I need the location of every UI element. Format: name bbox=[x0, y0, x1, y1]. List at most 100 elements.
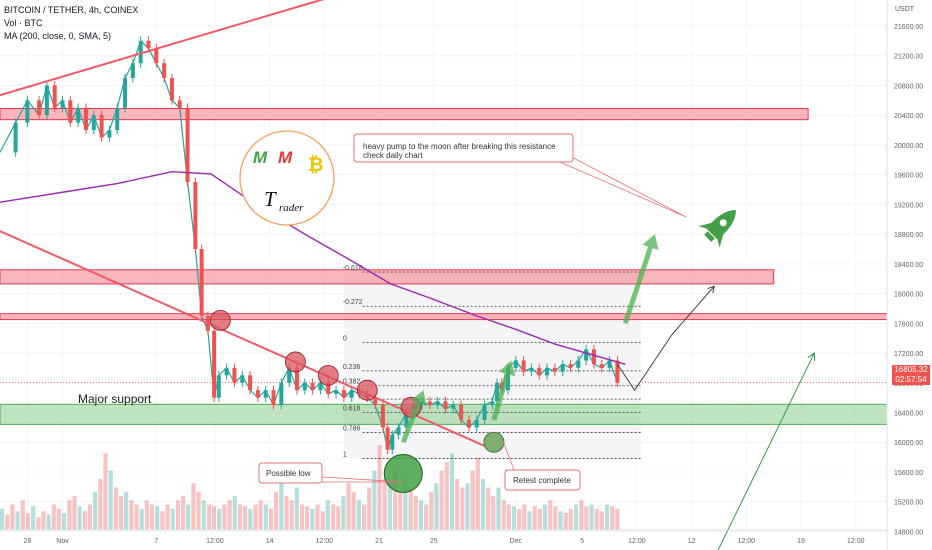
candle-body bbox=[123, 78, 128, 108]
price-tick-label: 14800.00 bbox=[894, 529, 923, 536]
volume-bar bbox=[579, 500, 584, 530]
volume-bar bbox=[77, 506, 82, 530]
projection-arrow-line[interactable] bbox=[671, 285, 715, 335]
green-arrow-shaft[interactable] bbox=[622, 246, 653, 325]
volume-bar bbox=[155, 506, 160, 530]
projection-arrows[interactable] bbox=[400, 234, 816, 550]
resistance-note-text-2: check daily chart bbox=[363, 151, 423, 160]
resistance-zone[interactable] bbox=[0, 108, 809, 121]
candle-body bbox=[91, 115, 96, 131]
green-arrow-shaft[interactable] bbox=[400, 402, 421, 444]
time-axis[interactable]: 28 Nov 7 12:00 14 12:00 21 25 Dec 5 12:00 12 12:00 19… bbox=[23, 538, 864, 545]
time-tick-label: 5 bbox=[580, 538, 584, 545]
volume-bar bbox=[289, 500, 294, 530]
long-green-arrow-head[interactable] bbox=[807, 352, 816, 362]
fibonacci-levels[interactable]: -0.618 -0.272 0 0.236 0.382 0.5 0.618 0.786 1 bbox=[343, 265, 641, 459]
trendline[interactable] bbox=[0, 0, 328, 97]
green-arrow-shaft[interactable] bbox=[491, 373, 510, 421]
possible-low-marker[interactable] bbox=[383, 453, 423, 493]
candle-body bbox=[318, 382, 323, 391]
volume-bar bbox=[361, 504, 367, 530]
fibonacci-shade bbox=[343, 272, 641, 459]
volume-bar bbox=[305, 506, 310, 530]
candle-body bbox=[146, 40, 151, 49]
green-arrow-head[interactable] bbox=[410, 390, 427, 407]
candle-body bbox=[130, 63, 135, 79]
volume-bar bbox=[124, 491, 129, 530]
candle-body bbox=[44, 85, 49, 116]
touch-marker[interactable] bbox=[317, 364, 339, 386]
resistance-zone[interactable] bbox=[0, 313, 888, 321]
volume-bar bbox=[294, 487, 299, 530]
price-tick-label: 18800.00 bbox=[894, 232, 923, 239]
fib-level-label: 0.236 bbox=[343, 364, 361, 371]
price-tick-label: 20400.00 bbox=[894, 113, 923, 120]
volume-bar bbox=[217, 508, 222, 530]
resistance-zone[interactable] bbox=[0, 269, 775, 285]
time-tick-label: Dec bbox=[510, 538, 523, 545]
touch-markers[interactable] bbox=[209, 309, 505, 493]
volume-bar bbox=[408, 487, 413, 530]
green-arrow-head[interactable] bbox=[642, 234, 659, 251]
candle-body bbox=[52, 85, 57, 108]
candle-body bbox=[310, 382, 315, 391]
candle-body bbox=[60, 100, 65, 108]
candle-body bbox=[248, 375, 253, 391]
logo-trader-word: rader bbox=[279, 202, 304, 214]
volume-bar bbox=[191, 483, 196, 530]
candle-body bbox=[404, 412, 409, 428]
volume-bar bbox=[253, 504, 258, 530]
possible-low-note[interactable]: Possible low bbox=[258, 462, 404, 484]
volume-bar bbox=[387, 483, 392, 530]
volume-bar bbox=[542, 504, 548, 530]
ma-200-line bbox=[0, 170, 626, 365]
resistance-note[interactable]: heavy pump to the moon after breaking th… bbox=[353, 133, 687, 218]
candle-body bbox=[513, 360, 518, 368]
candle-body bbox=[279, 382, 284, 406]
resistance-note-text-1: heavy pump to the moon after breaking th… bbox=[363, 142, 556, 151]
candle-body bbox=[576, 360, 581, 368]
candle-body bbox=[302, 382, 307, 391]
volume-bar bbox=[139, 508, 144, 530]
time-tick-label: 28 bbox=[23, 538, 31, 545]
green-arrow-head[interactable] bbox=[499, 360, 516, 377]
volume-bar bbox=[15, 511, 20, 530]
volume-bar bbox=[439, 470, 444, 530]
volume-bar bbox=[341, 496, 346, 530]
possible-low-box[interactable] bbox=[258, 462, 323, 484]
volume-bar bbox=[537, 508, 542, 530]
volume-bar bbox=[455, 479, 460, 530]
volume-bar bbox=[548, 500, 553, 530]
volume-bar bbox=[403, 479, 408, 530]
possible-low-text: Possible low bbox=[266, 469, 311, 478]
volume-bar bbox=[522, 504, 527, 530]
candle-body bbox=[185, 107, 190, 183]
touch-marker[interactable] bbox=[209, 309, 231, 331]
touch-marker[interactable] bbox=[285, 351, 306, 373]
volume-bar bbox=[320, 511, 325, 530]
resistance-note-box[interactable] bbox=[353, 133, 574, 163]
volume-bar bbox=[51, 504, 56, 530]
retest-complete-note[interactable]: Retest complete bbox=[502, 440, 581, 491]
time-tick-label: 21 bbox=[375, 538, 383, 545]
horizontal-zones[interactable] bbox=[0, 108, 888, 425]
candle-body bbox=[490, 401, 495, 406]
touch-marker[interactable] bbox=[356, 379, 378, 401]
candle-body bbox=[607, 360, 612, 368]
candle-body bbox=[193, 182, 198, 249]
volume-bar bbox=[449, 453, 455, 530]
logo-m-red: M bbox=[278, 148, 293, 167]
volume-bar bbox=[325, 500, 330, 530]
projection-path[interactable] bbox=[617, 334, 673, 392]
candle-body bbox=[287, 367, 292, 383]
volume-bar bbox=[20, 500, 25, 530]
candle-body bbox=[162, 63, 167, 79]
projection-arrow-head[interactable] bbox=[707, 285, 715, 294]
long-green-arrow-line[interactable] bbox=[713, 352, 815, 550]
retest-marker[interactable] bbox=[483, 431, 505, 453]
candle-body bbox=[25, 100, 30, 123]
retest-complete-box[interactable] bbox=[504, 469, 581, 491]
volume-bar bbox=[36, 517, 41, 530]
candle-body bbox=[240, 375, 245, 383]
